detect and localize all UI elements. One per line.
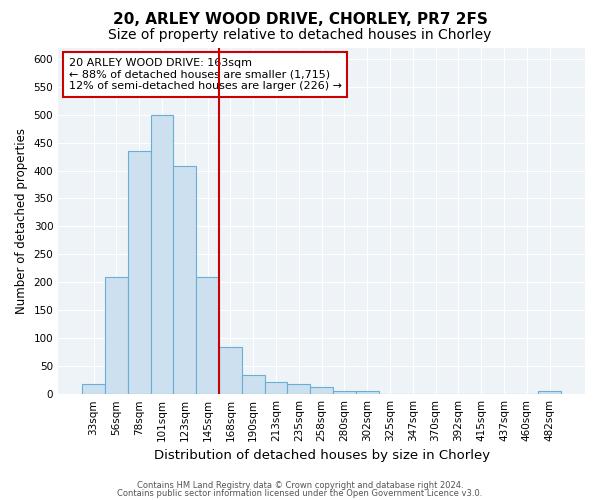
Bar xyxy=(242,374,265,394)
Bar xyxy=(287,384,310,394)
Text: Contains public sector information licensed under the Open Government Licence v3: Contains public sector information licen… xyxy=(118,488,482,498)
Bar xyxy=(219,346,242,394)
Text: 20 ARLEY WOOD DRIVE: 163sqm
← 88% of detached houses are smaller (1,715)
12% of : 20 ARLEY WOOD DRIVE: 163sqm ← 88% of det… xyxy=(69,58,342,91)
Text: Size of property relative to detached houses in Chorley: Size of property relative to detached ho… xyxy=(109,28,491,42)
Bar xyxy=(356,392,379,394)
Y-axis label: Number of detached properties: Number of detached properties xyxy=(15,128,28,314)
Bar xyxy=(310,387,333,394)
Bar xyxy=(82,384,105,394)
X-axis label: Distribution of detached houses by size in Chorley: Distribution of detached houses by size … xyxy=(154,450,490,462)
Bar xyxy=(173,166,196,394)
Bar xyxy=(128,151,151,394)
Bar xyxy=(105,277,128,394)
Text: Contains HM Land Registry data © Crown copyright and database right 2024.: Contains HM Land Registry data © Crown c… xyxy=(137,481,463,490)
Bar xyxy=(151,114,173,394)
Bar xyxy=(333,392,356,394)
Bar xyxy=(538,392,561,394)
Bar xyxy=(265,382,287,394)
Text: 20, ARLEY WOOD DRIVE, CHORLEY, PR7 2FS: 20, ARLEY WOOD DRIVE, CHORLEY, PR7 2FS xyxy=(113,12,487,28)
Bar xyxy=(196,277,219,394)
